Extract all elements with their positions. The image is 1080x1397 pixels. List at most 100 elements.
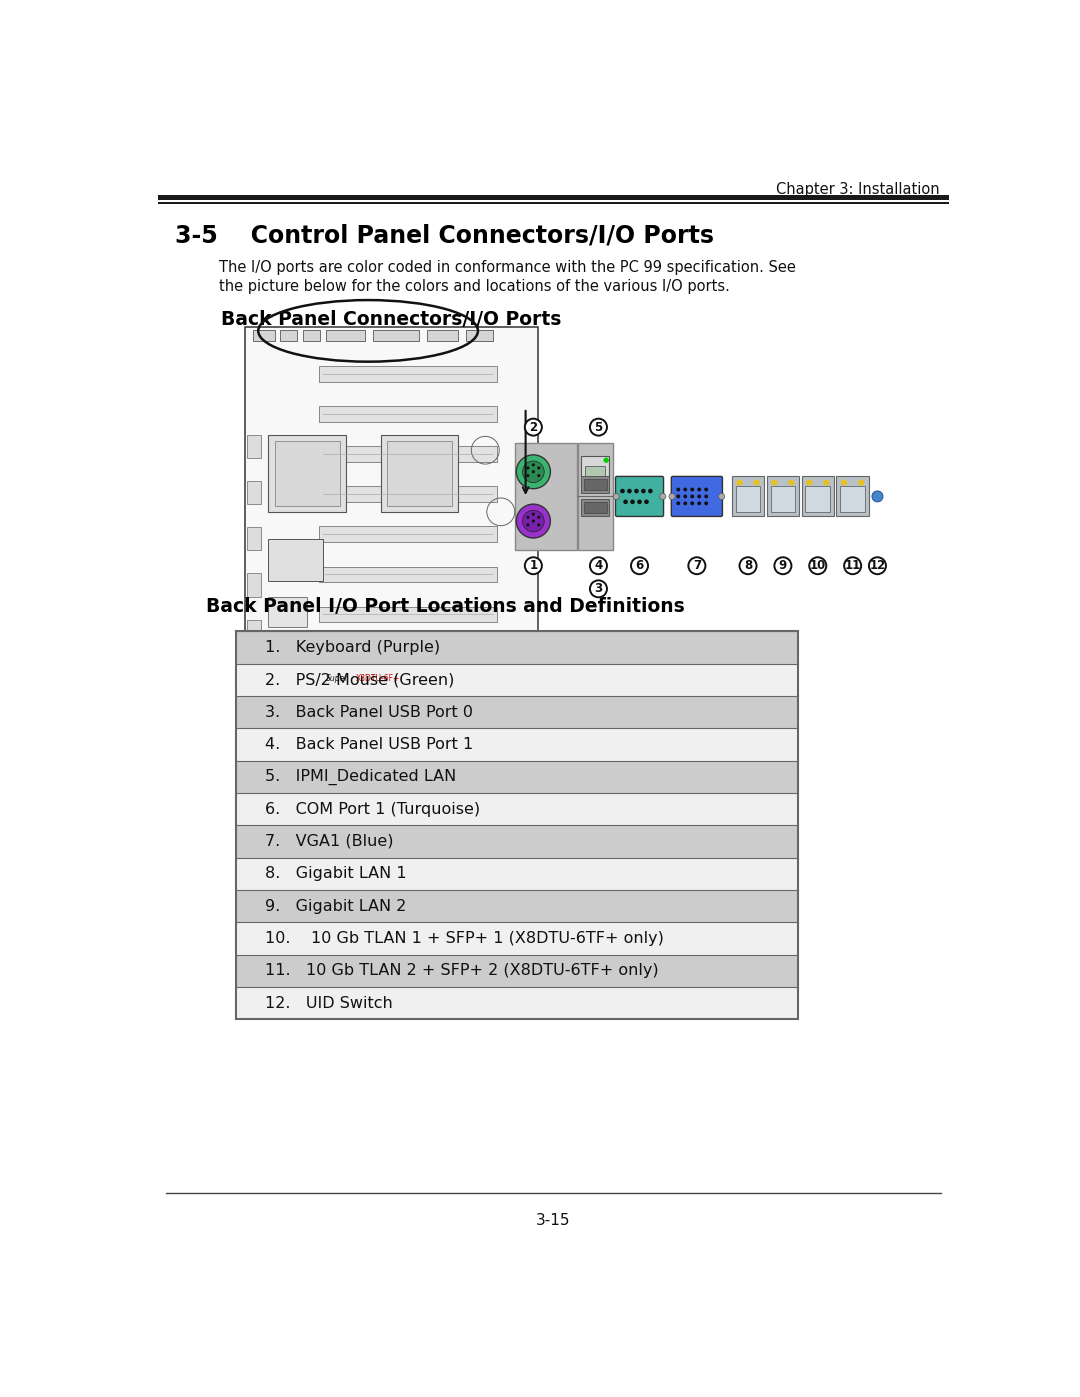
Circle shape <box>631 557 648 574</box>
Circle shape <box>684 502 687 506</box>
Circle shape <box>526 524 529 527</box>
Circle shape <box>774 557 792 574</box>
Text: 6: 6 <box>635 559 644 573</box>
Bar <box>732 476 765 517</box>
Bar <box>319 527 497 542</box>
Text: 11: 11 <box>845 559 861 573</box>
Bar <box>235 631 798 664</box>
Circle shape <box>525 419 542 436</box>
Circle shape <box>676 502 680 506</box>
Circle shape <box>531 464 535 467</box>
Bar <box>319 447 497 462</box>
Bar <box>319 366 497 381</box>
Text: 1.   Keyboard (Purple): 1. Keyboard (Purple) <box>266 640 441 655</box>
Bar <box>465 330 494 341</box>
Text: 5.   IPMI_Dedicated LAN: 5. IPMI_Dedicated LAN <box>266 768 457 785</box>
Circle shape <box>704 488 708 492</box>
Bar <box>767 476 799 517</box>
Circle shape <box>523 461 544 482</box>
Circle shape <box>531 471 535 474</box>
Circle shape <box>627 489 632 493</box>
Circle shape <box>590 419 607 436</box>
Circle shape <box>669 493 675 500</box>
Bar <box>245 327 538 719</box>
Text: 10: 10 <box>810 559 826 573</box>
Text: X8DTU-6F+: X8DTU-6F+ <box>356 673 401 683</box>
Text: 4: 4 <box>594 559 603 573</box>
Bar <box>235 826 798 858</box>
FancyBboxPatch shape <box>616 476 663 517</box>
Circle shape <box>698 502 701 506</box>
Text: 11.   10 Gb TLAN 2 + SFP+ 2 (X8DTU-6TF+ only): 11. 10 Gb TLAN 2 + SFP+ 2 (X8DTU-6TF+ on… <box>266 964 659 978</box>
Text: 8.   Gigabit LAN 1: 8. Gigabit LAN 1 <box>266 866 407 882</box>
Text: 3-15: 3-15 <box>537 1213 570 1228</box>
Text: Back Panel I/O Port Locations and Definitions: Back Panel I/O Port Locations and Defini… <box>205 597 685 616</box>
Text: the picture below for the colors and locations of the various I/O ports.: the picture below for the colors and loc… <box>218 278 730 293</box>
Circle shape <box>704 502 708 506</box>
Bar <box>578 443 613 550</box>
Circle shape <box>516 455 551 489</box>
Bar <box>583 502 607 513</box>
Bar <box>303 330 321 341</box>
Circle shape <box>623 500 627 504</box>
Circle shape <box>620 489 625 493</box>
Text: 3-5    Control Panel Connectors/I/O Ports: 3-5 Control Panel Connectors/I/O Ports <box>175 224 714 247</box>
Circle shape <box>823 479 829 486</box>
Bar <box>326 330 365 341</box>
Bar <box>319 606 497 622</box>
Circle shape <box>841 479 847 486</box>
Bar <box>280 330 297 341</box>
Bar <box>840 486 865 511</box>
Bar <box>268 434 346 511</box>
Bar <box>515 443 577 550</box>
Circle shape <box>869 557 886 574</box>
Bar <box>235 986 798 1020</box>
Bar <box>735 486 760 511</box>
Bar <box>428 330 458 341</box>
Bar <box>585 467 606 475</box>
Circle shape <box>660 493 666 500</box>
Circle shape <box>590 580 607 598</box>
Circle shape <box>642 489 646 493</box>
Bar <box>246 527 260 550</box>
Bar <box>235 890 798 922</box>
Circle shape <box>537 524 540 527</box>
Bar <box>246 481 260 504</box>
Bar <box>246 434 260 458</box>
Circle shape <box>531 513 535 515</box>
Bar <box>806 486 831 511</box>
Circle shape <box>537 467 540 469</box>
Circle shape <box>526 515 529 518</box>
Bar <box>235 664 798 696</box>
Text: 3.   Back Panel USB Port 0: 3. Back Panel USB Port 0 <box>266 704 473 719</box>
FancyBboxPatch shape <box>672 476 723 517</box>
Bar <box>581 475 609 493</box>
Text: 7.   VGA1 (Blue): 7. VGA1 (Blue) <box>266 834 394 849</box>
Circle shape <box>637 500 642 504</box>
Bar <box>246 620 260 643</box>
Bar <box>373 330 419 341</box>
Bar <box>253 330 274 341</box>
Text: The I/O ports are color coded in conformance with the PC 99 specification. See: The I/O ports are color coded in conform… <box>218 260 796 275</box>
Circle shape <box>644 500 649 504</box>
Text: 1: 1 <box>529 559 538 573</box>
Bar <box>235 696 798 728</box>
Circle shape <box>859 479 864 486</box>
Circle shape <box>634 489 638 493</box>
Circle shape <box>688 557 705 574</box>
Bar <box>235 954 798 986</box>
Bar <box>319 407 497 422</box>
Circle shape <box>537 474 540 478</box>
Circle shape <box>525 557 542 574</box>
Circle shape <box>526 467 529 469</box>
Bar <box>380 434 458 511</box>
Circle shape <box>771 479 778 486</box>
Circle shape <box>349 683 355 689</box>
Text: 8: 8 <box>744 559 752 573</box>
Bar <box>235 760 798 793</box>
Bar <box>836 476 869 517</box>
Circle shape <box>526 474 529 478</box>
Circle shape <box>737 479 743 486</box>
Bar <box>319 486 497 502</box>
Text: Back Panel Connectors/I/O Ports: Back Panel Connectors/I/O Ports <box>220 310 561 330</box>
